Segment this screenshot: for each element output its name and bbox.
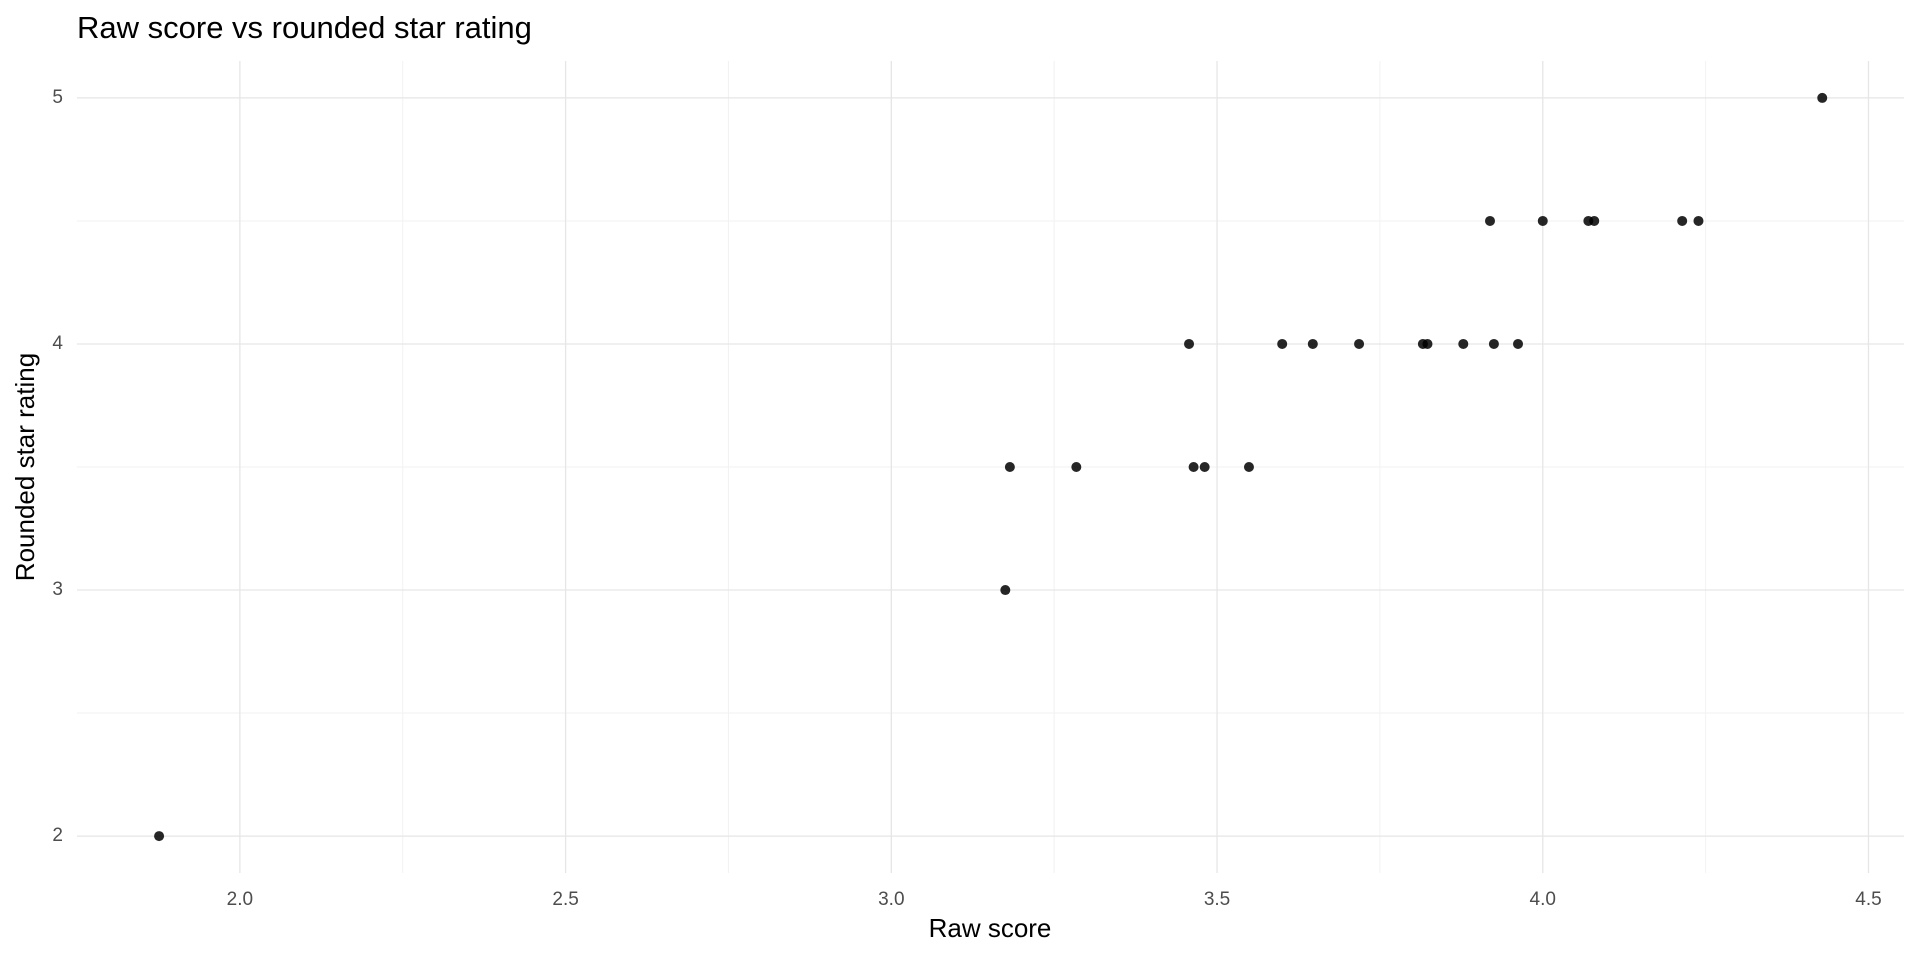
- point: [1693, 215, 1704, 226]
- point: [1277, 338, 1288, 349]
- point: [1184, 338, 1195, 349]
- y-tick-label: 3: [52, 579, 63, 600]
- point: [1000, 585, 1011, 596]
- x-tick-label: 2.0: [227, 889, 253, 910]
- y-tick-label: 5: [52, 87, 63, 108]
- chart-title: Raw score vs rounded star rating: [77, 10, 532, 45]
- point: [1422, 338, 1433, 349]
- point: [1243, 462, 1254, 472]
- y-tick-label: 4: [52, 333, 63, 354]
- y-axis-title: Rounded star rating: [10, 353, 40, 581]
- point: [1199, 462, 1210, 472]
- point: [1004, 462, 1015, 472]
- point: [1488, 338, 1499, 349]
- point: [1071, 462, 1082, 472]
- y-tick-label: 2: [52, 825, 63, 846]
- point: [1677, 215, 1688, 226]
- x-tick-label: 4.5: [1855, 889, 1881, 910]
- point: [1589, 215, 1600, 226]
- point: [1188, 462, 1199, 472]
- point: [1307, 338, 1318, 349]
- point: [1485, 215, 1496, 226]
- x-tick-label: 4.0: [1530, 889, 1556, 910]
- x-axis-title: Raw score: [929, 913, 1052, 943]
- point: [154, 831, 165, 842]
- x-tick-label: 2.5: [552, 889, 578, 910]
- x-tick-label: 3.5: [1204, 889, 1230, 910]
- point: [1513, 338, 1524, 349]
- point: [1354, 338, 1365, 349]
- x-tick-label: 3.0: [878, 889, 904, 910]
- point: [1458, 338, 1469, 349]
- point: [1817, 92, 1828, 103]
- point: [1537, 215, 1548, 226]
